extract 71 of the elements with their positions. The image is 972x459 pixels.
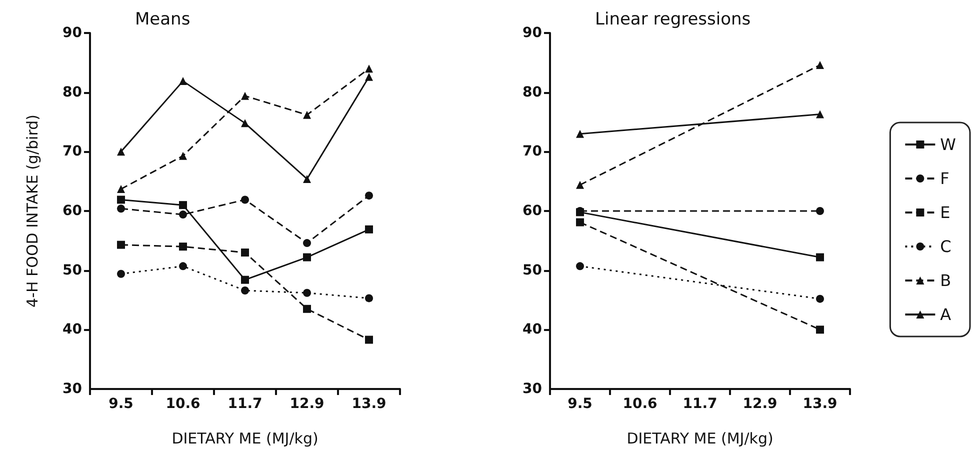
point — [365, 336, 373, 344]
x-tick-label: 13.9 — [802, 396, 838, 412]
y-tick-label: 70 — [62, 144, 82, 160]
point — [303, 174, 311, 183]
point — [179, 152, 187, 160]
point — [117, 185, 125, 194]
point — [241, 248, 249, 257]
point — [816, 207, 824, 215]
point — [365, 225, 373, 234]
y-axis-title: 4-H FOOD INTAKE (g/bird) — [24, 114, 42, 308]
legend-label: B — [940, 271, 952, 290]
y-tick-label: 90 — [62, 25, 82, 41]
point — [303, 304, 311, 313]
point — [576, 218, 584, 226]
point — [241, 196, 249, 204]
x-tick-label: 10.6 — [166, 396, 200, 412]
chart-title: Linear regressions — [595, 10, 751, 30]
x-axis-title: DIETARY ME (MJ/kg) — [626, 430, 774, 448]
x-tick-label: 13.9 — [352, 396, 386, 412]
y-tick-label: 30 — [522, 381, 542, 397]
y-tick-label: 60 — [522, 203, 542, 219]
y-tick-label: 80 — [62, 84, 82, 100]
x-tick-label: 11.7 — [228, 396, 262, 412]
point — [303, 110, 311, 119]
y-tick-label: 70 — [522, 144, 542, 160]
y-tick-label: 90 — [522, 25, 542, 41]
point — [117, 204, 125, 213]
point — [576, 262, 584, 270]
point — [179, 210, 187, 219]
point — [179, 242, 187, 251]
point — [365, 192, 373, 200]
x-tick-label: 12.9 — [290, 396, 324, 412]
point — [117, 270, 125, 278]
x-axis-title: DIETARY ME (MJ/kg) — [172, 430, 318, 448]
y-tick-label: 30 — [62, 381, 82, 397]
point — [117, 240, 125, 249]
point — [365, 72, 373, 81]
point — [241, 286, 249, 295]
y-tick-label: 60 — [62, 203, 82, 219]
point — [117, 196, 125, 204]
y-tick-label: 80 — [522, 84, 542, 100]
legend-label: C — [940, 237, 952, 256]
x-tick-label: 9.5 — [108, 396, 134, 412]
legend-label: F — [940, 169, 950, 188]
chart-title: Means — [135, 10, 190, 30]
point — [365, 64, 373, 73]
point — [241, 119, 249, 128]
point — [365, 294, 373, 302]
x-tick-label: 12.9 — [742, 396, 778, 412]
legend-label: E — [940, 203, 950, 222]
y-tick-label: 50 — [62, 262, 82, 278]
point — [179, 77, 187, 86]
y-tick-label: 40 — [62, 322, 82, 338]
point — [179, 262, 187, 270]
point — [816, 294, 824, 303]
point — [241, 276, 249, 284]
point — [241, 92, 249, 100]
point — [816, 253, 824, 262]
y-tick-label: 50 — [522, 262, 542, 278]
point — [303, 239, 311, 248]
point — [303, 253, 311, 262]
point — [303, 288, 311, 297]
y-tick-label: 40 — [522, 322, 542, 338]
x-tick-label: 11.7 — [682, 396, 718, 412]
x-tick-label: 9.5 — [568, 396, 592, 412]
legend-label: W — [940, 135, 956, 154]
legend-label: A — [940, 305, 952, 324]
point — [117, 148, 125, 156]
x-tick-label: 10.6 — [622, 396, 658, 412]
point — [179, 201, 187, 210]
point — [816, 326, 824, 334]
